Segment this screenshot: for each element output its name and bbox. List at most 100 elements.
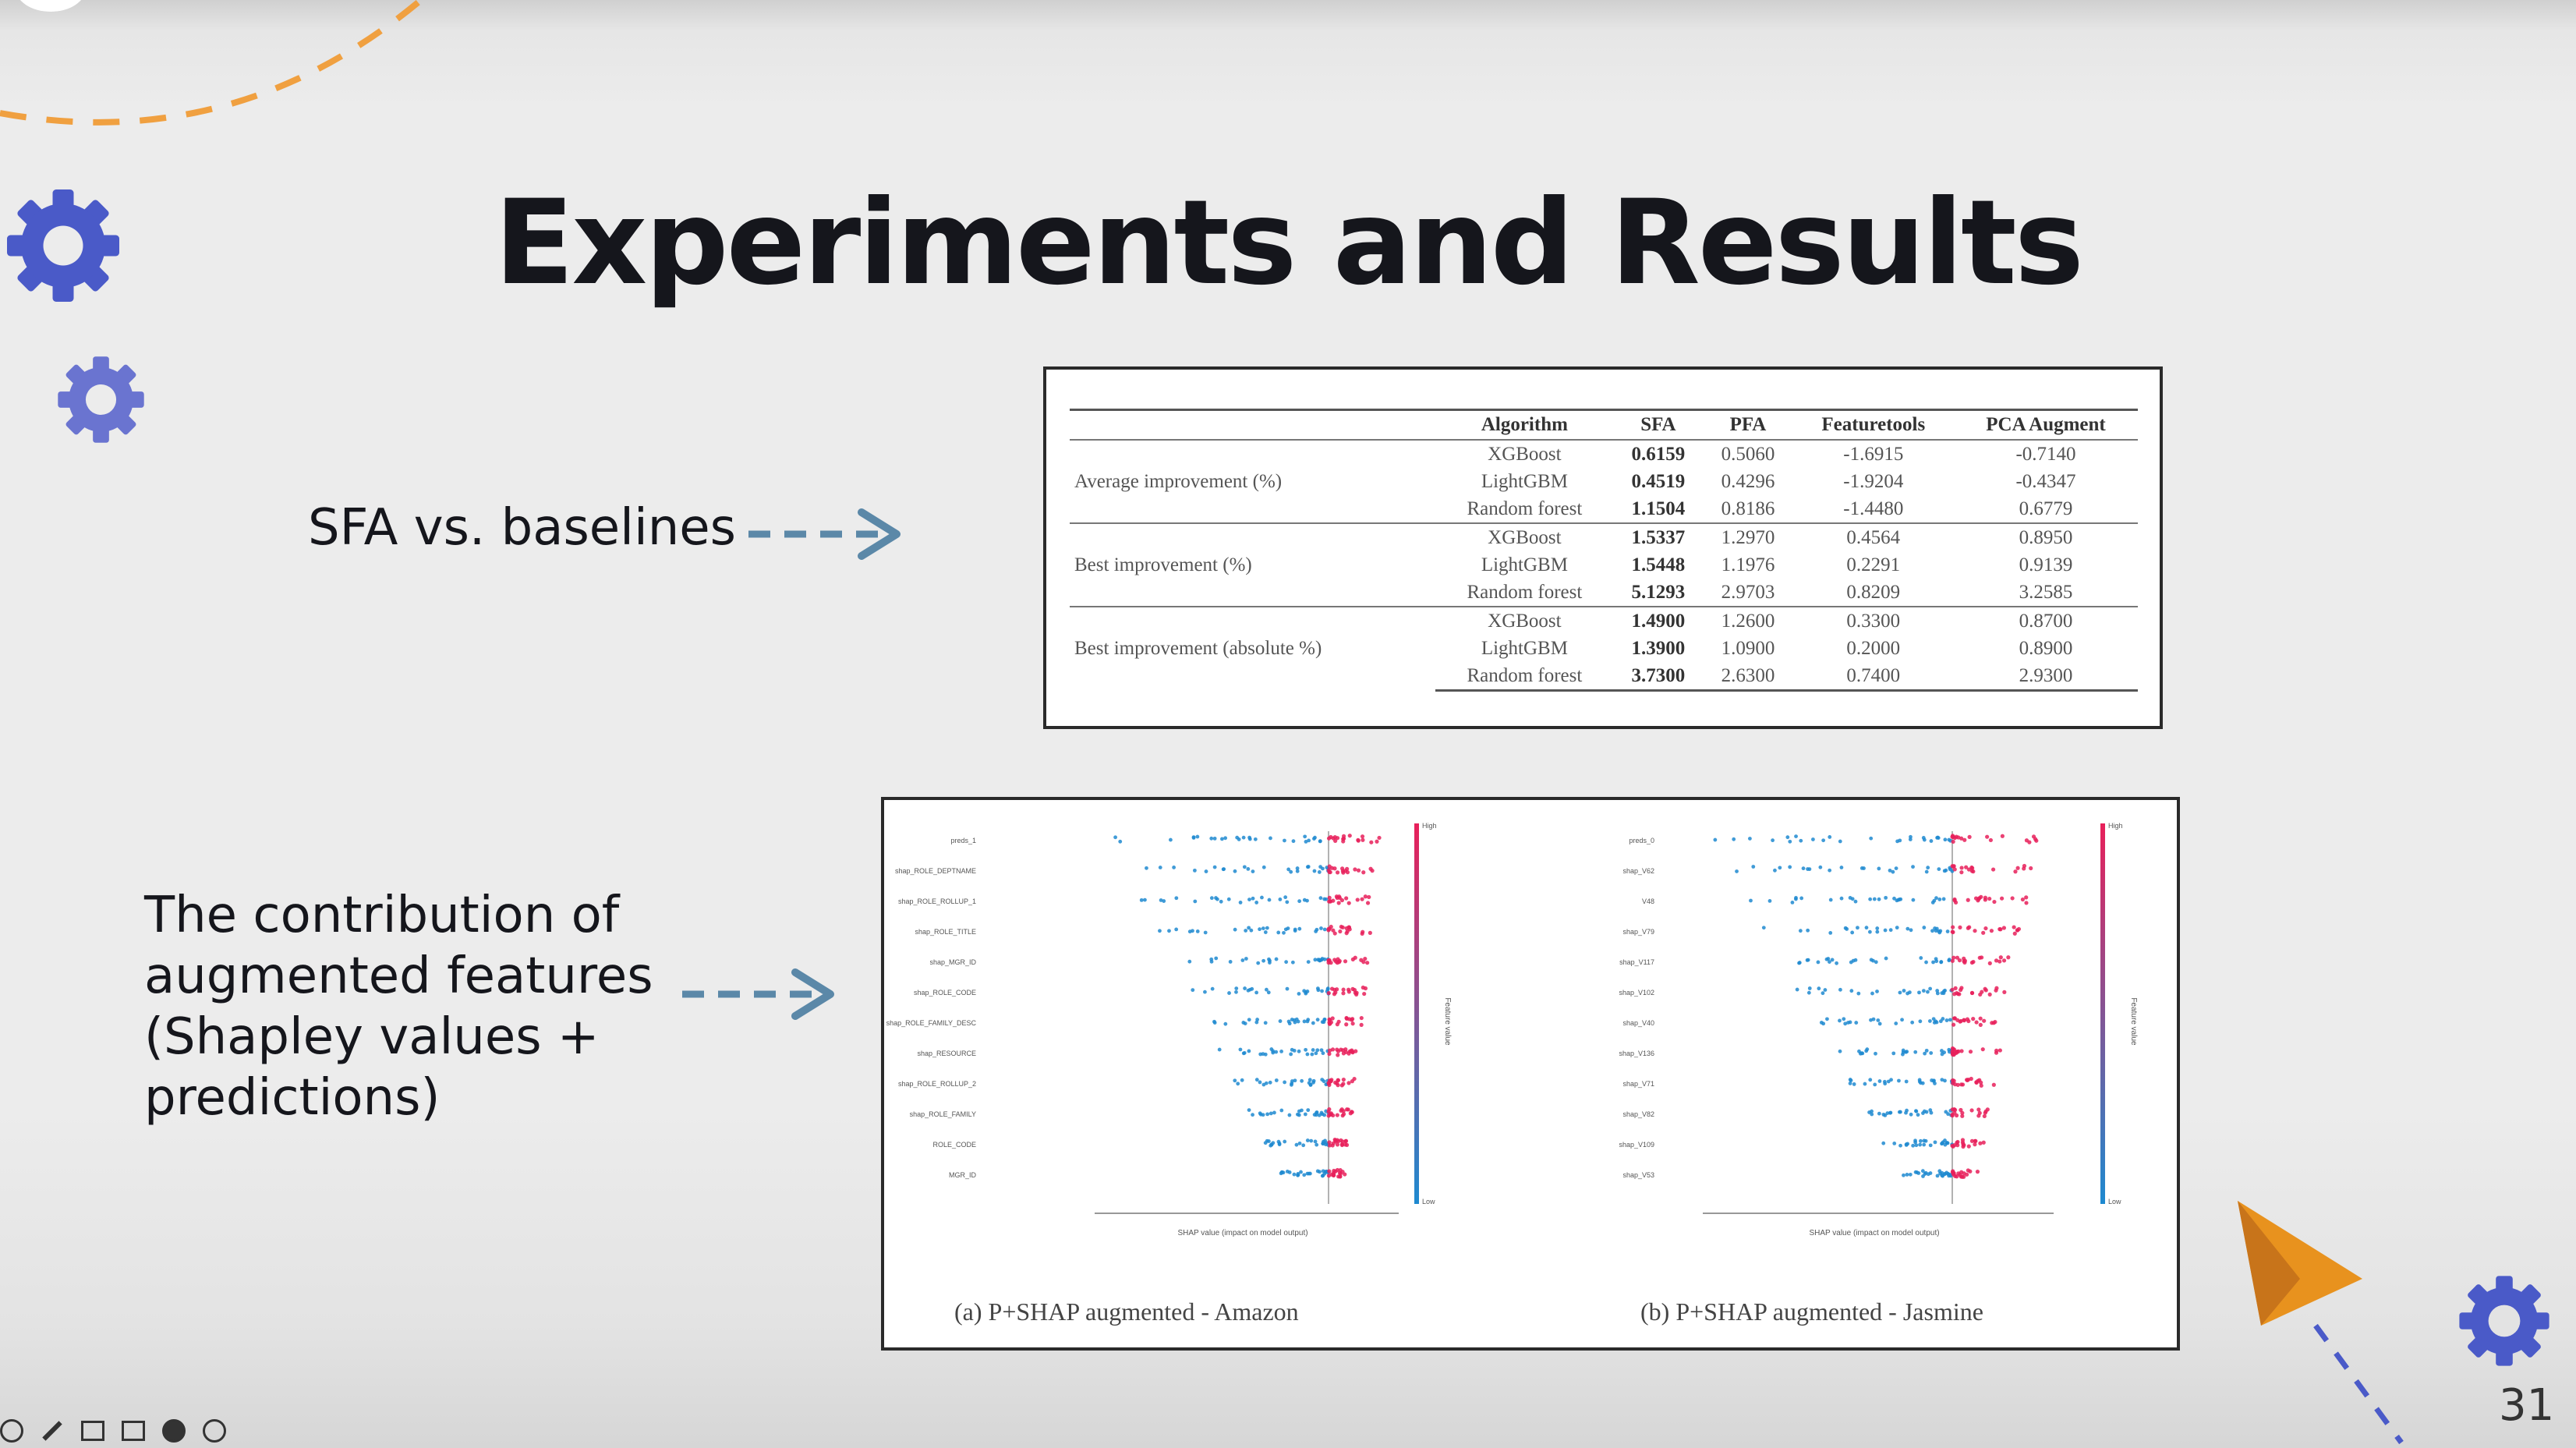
shap-dot-low [1289,869,1293,874]
shap-dot-high [1335,836,1340,841]
shap-dot-high [1335,1138,1339,1142]
colorbar-label: Feature value [2129,997,2138,1046]
shap-dot-high [1350,1021,1355,1026]
feature-label: shap_ROLE_ROLLUP_1 [898,897,976,905]
shap-dot-high [1955,1143,1960,1148]
shap-dot-high [1962,958,1968,963]
shap-dot-low [1821,838,1826,843]
shap-dot-low [1801,866,1806,871]
shap-dot-low [1305,898,1309,903]
shap-dot-low [1297,1049,1301,1053]
shap-dot-high [1976,1107,1981,1112]
shap-dot-low [1914,1109,1919,1113]
shap-dot-low [1928,1143,1933,1148]
shap-dot-low [1926,866,1930,870]
shap-dot-low [1242,865,1247,869]
shap-dot-low [1918,1019,1923,1024]
shap-dot-low [1947,1174,1951,1178]
shap-dot-low [1251,896,1255,901]
shap-dot-low [1900,1018,1904,1022]
shap-dot-low [1948,1018,1952,1022]
shap-dot-low [1940,1078,1944,1082]
shap-dot-high [1336,1049,1341,1053]
table-row: LightGBM 0.4519 0.4296 -1.9204 -0.4347 [1070,468,2138,495]
shap-dot-low [1898,1143,1902,1148]
shap-dot-high [1980,990,1984,994]
shap-dot-low [1306,960,1311,964]
shap-dot-high [1974,1020,1979,1025]
shap-dot-low [1220,837,1224,841]
shap-dot-low [1299,1170,1303,1174]
feature-label: shap_V53 [1622,1171,1654,1179]
shap-dot-low [1290,1047,1294,1052]
table-cell: 0.4564 [1792,522,1955,551]
shap-dot-low [1888,868,1892,873]
shap-dot-low [1884,895,1888,900]
shap-dot-low [1794,897,1798,901]
image-icon[interactable] [122,1421,145,1441]
feature-label: shap_MGR_ID [929,958,976,966]
shap-dot-low [1324,1170,1328,1174]
shap-dot-low [1761,926,1766,930]
shap-dot-high [1356,838,1361,843]
shap-dot-low [1212,836,1217,841]
shap-dot-high [1327,1018,1332,1022]
shap-dot-low [1917,990,1921,995]
table-cell: 2.6300 [1703,662,1793,692]
prev-icon[interactable] [0,1419,23,1443]
shap-dot-low [1319,926,1323,930]
augmented-features-label: The contribution of augmented features (… [144,887,653,1127]
gear-icon-large [7,189,119,302]
feature-label: shap_V109 [1619,1141,1654,1149]
shap-dot-low [1875,926,1880,930]
shap-dot-high [1968,1050,1973,1054]
shap-dot-low [1935,989,1940,993]
shap-dot-low [1943,1172,1947,1176]
table-cell: 1.0900 [1721,637,1775,659]
options-icon[interactable] [162,1419,186,1443]
shap-dot-low [1929,839,1934,843]
shap-dot-high [1980,1047,1985,1052]
shap-dot-high [1341,1077,1346,1082]
shap-dot-low [1944,1018,1949,1022]
shap-dot-low [1291,839,1296,844]
shap-dot-low [1263,1141,1268,1145]
shap-dot-low [1933,1082,1937,1085]
shap-dot-low [1307,838,1311,843]
table-cell: 1.3900 [1631,637,1686,659]
shap-dot-low [1195,929,1200,933]
shap-dot-low [1873,1082,1877,1087]
shap-dot-low [1187,959,1192,964]
shap-dot-low [1892,896,1896,901]
shap-dot-high [1337,1174,1343,1179]
shap-dot-low [1297,1141,1302,1145]
shap-dot-low [1312,869,1317,873]
table-cell: 1.2600 [1703,606,1793,635]
shap-dot-low [1921,1174,1925,1178]
shap-dot-low [1235,835,1240,840]
table-header: PCA Augment [1954,409,2138,441]
shap-dot-high [1951,834,1955,839]
pen-icon[interactable] [42,1421,62,1441]
shap-dot-low [1922,1142,1927,1147]
table-cell: 0.8900 [2019,637,2073,659]
shap-dot-low [1219,899,1223,904]
shap-dot-high [1326,836,1332,841]
shap-dot-low [1838,987,1842,992]
grid-icon[interactable] [81,1421,104,1441]
shap-dot-low [1246,988,1251,993]
shap-dot-low [1290,1082,1293,1087]
shap-dot-low [1935,1174,1940,1178]
zoom-icon[interactable] [203,1419,226,1443]
shap-dot-low [1911,897,1916,902]
shap-dot-high [1951,1078,1956,1083]
shap-dot-low [1286,867,1291,872]
table-header: Featuretools [1792,409,1955,441]
shap-dot-high [1965,1078,1969,1082]
shap-dot-high [1344,1022,1349,1027]
shap-dot-high [1966,897,1970,902]
shap-dot-low [1315,1142,1319,1147]
shap-dot-low [1304,839,1308,844]
shap-dot-low [1811,837,1815,841]
shap-dot-low [1886,1079,1891,1084]
